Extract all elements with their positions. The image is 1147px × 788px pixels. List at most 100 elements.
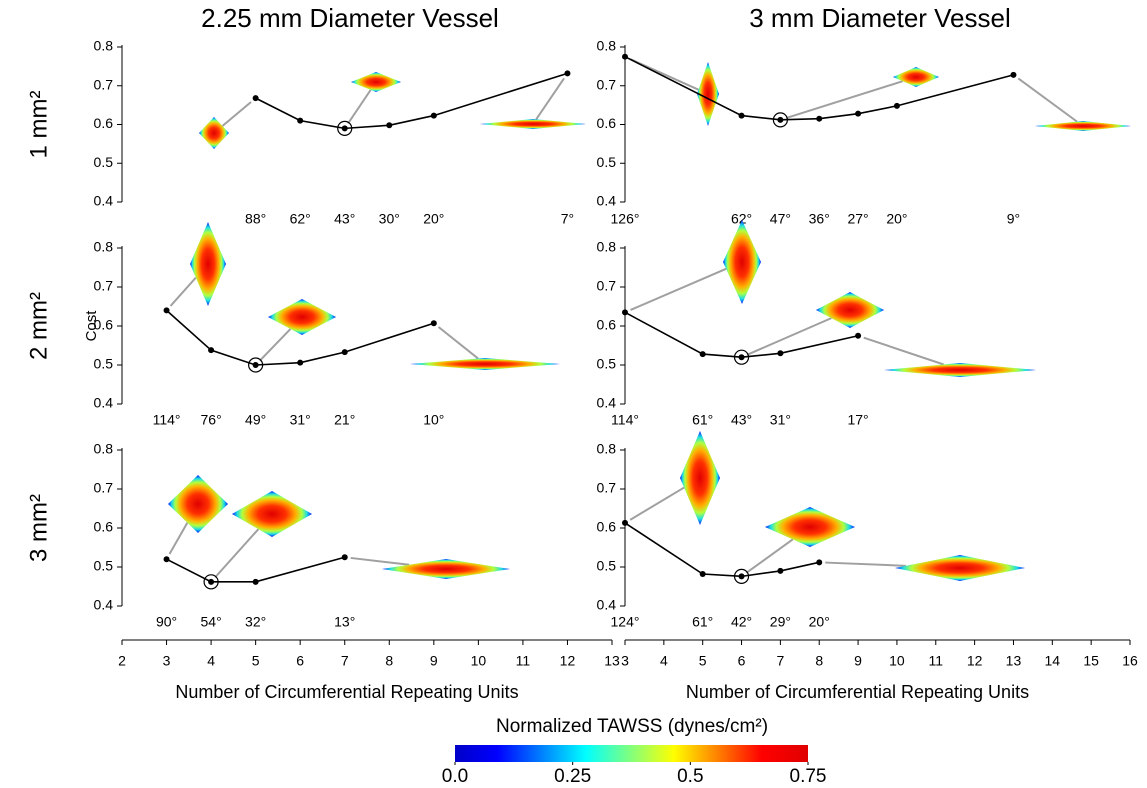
angle-label: 36°	[809, 211, 830, 227]
y-tick-label: 0.6	[597, 317, 617, 333]
data-point	[816, 115, 823, 122]
row-label: 2 mm²	[25, 292, 52, 360]
data-point	[208, 578, 215, 585]
y-tick-label: 0.8	[597, 38, 617, 54]
x-tick-label: 8	[385, 653, 393, 669]
y-tick-label: 0.7	[94, 278, 114, 294]
leader-line	[350, 556, 410, 566]
optimum-circle	[337, 120, 353, 136]
optimum-circle	[772, 112, 788, 128]
x-tick-label: 11	[928, 653, 943, 669]
data-point	[252, 95, 259, 102]
data-point	[622, 53, 628, 60]
inset-diamond	[765, 507, 855, 547]
x-tick-label: 4	[660, 653, 668, 669]
x-tick-label: 15	[1083, 653, 1099, 669]
angle-label: 126°	[611, 211, 640, 227]
colorbar-tick-label: 0.25	[554, 766, 591, 787]
inset-diamond	[410, 358, 560, 370]
x-tick-label: 4	[207, 653, 215, 669]
inset-diamond	[382, 559, 510, 579]
x-tick-label: 9	[430, 653, 438, 669]
data-point	[297, 359, 304, 366]
inset-diamond	[199, 117, 229, 149]
data-point	[341, 349, 348, 356]
x-tick-label: 16	[1122, 653, 1138, 669]
x-tick-label: 13	[1006, 653, 1022, 669]
inset-diamond	[168, 475, 228, 533]
angle-label: 88°	[245, 211, 266, 227]
colorbar	[455, 745, 808, 762]
x-tick-label: 10	[889, 653, 905, 669]
angle-label: 10°	[423, 412, 444, 428]
y-tick-label: 0.4	[597, 193, 617, 209]
data-point	[297, 117, 304, 124]
angle-label: 62°	[731, 211, 752, 227]
leader-line	[347, 89, 372, 124]
angle-label: 42°	[731, 614, 752, 630]
data-point	[699, 351, 706, 358]
x-tick-label: 7	[776, 653, 784, 669]
y-tick-label: 0.4	[94, 597, 114, 613]
y-axis-label: Cost	[83, 310, 100, 342]
inset-diamond	[351, 72, 401, 92]
colorbar-tick-label: 0.5	[677, 766, 703, 787]
inset-diamond	[1035, 121, 1131, 131]
x-axis-label: Number of Circumferential Repeating Unit…	[686, 682, 1029, 702]
x-tick-label: 11	[516, 653, 531, 669]
leader-line	[259, 328, 292, 362]
optimum-circle	[733, 349, 750, 365]
inset-diamond	[680, 431, 720, 525]
data-point	[163, 307, 170, 314]
angle-label: 30°	[379, 211, 400, 227]
data-point	[341, 554, 348, 561]
leader-line	[214, 528, 260, 579]
angle-label: 62°	[290, 211, 311, 227]
x-axis-label: Number of Circumferential Repeating Unit…	[175, 682, 518, 702]
data-point	[855, 332, 862, 339]
data-point	[738, 573, 745, 580]
row-label: 3 mm²	[25, 494, 52, 562]
inset-diamond	[884, 363, 1036, 377]
data-point	[564, 70, 571, 77]
x-tick-label: 6	[738, 653, 746, 669]
y-tick-label: 0.5	[597, 558, 617, 574]
angle-label: 7°	[561, 211, 574, 227]
inset-diamond	[893, 67, 939, 87]
inset-diamond	[697, 62, 719, 126]
x-tick-label: 5	[252, 653, 260, 669]
data-point	[738, 354, 745, 361]
y-tick-label: 0.4	[94, 193, 114, 209]
colorbar-title: Normalized TAWSS (dynes/cm²)	[496, 716, 768, 737]
y-tick-label: 0.6	[597, 115, 617, 131]
y-tick-label: 0.4	[597, 395, 617, 411]
x-tick-label: 5	[699, 653, 707, 669]
inset-diamond	[480, 119, 586, 129]
y-tick-label: 0.5	[94, 154, 114, 170]
angle-label: 31°	[770, 412, 791, 428]
data-point	[163, 556, 170, 563]
leader-line	[221, 101, 252, 127]
angle-label: 13°	[334, 614, 355, 630]
angle-label: 20°	[423, 211, 444, 227]
leader-line	[863, 336, 944, 366]
data-point	[855, 110, 862, 117]
data-point	[777, 116, 784, 123]
inset-diamond	[816, 292, 884, 328]
data-point	[777, 567, 784, 574]
leader-line	[437, 326, 479, 360]
cost-line	[166, 309, 435, 366]
column-title: 2.25 mm Diameter Vessel	[201, 3, 499, 33]
optimum-circle	[733, 568, 750, 584]
y-tick-label: 0.8	[94, 441, 114, 457]
y-tick-label: 0.7	[94, 480, 114, 496]
y-tick-label: 0.5	[94, 356, 114, 372]
x-tick-label: 2	[118, 653, 126, 669]
inset-diamond	[723, 220, 761, 304]
x-tick-label: 6	[296, 653, 304, 669]
colorbar-tick-label: 0.75	[790, 766, 827, 787]
optimum-circle	[203, 574, 219, 590]
cost-line	[166, 556, 345, 583]
x-tick-label: 12	[560, 653, 576, 669]
